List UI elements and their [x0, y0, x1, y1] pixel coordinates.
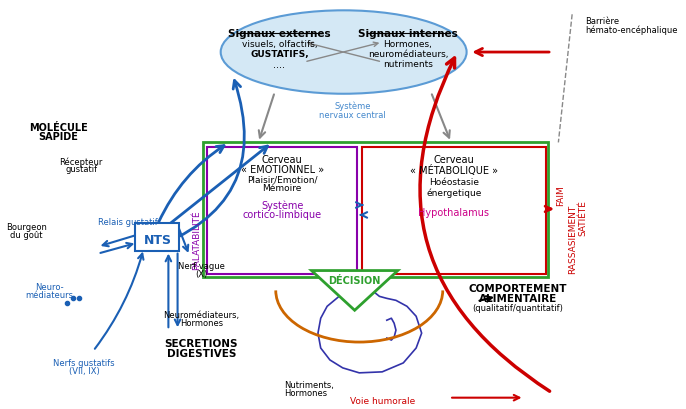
- Text: Hypothalamus: Hypothalamus: [418, 207, 489, 218]
- Text: SECRETIONS: SECRETIONS: [165, 338, 238, 348]
- Text: Nerfs gustatifs: Nerfs gustatifs: [53, 358, 115, 367]
- Text: gustatif: gustatif: [65, 165, 97, 174]
- Text: SATIÉTÉ: SATIÉTÉ: [579, 200, 588, 235]
- Text: « MÉTABOLIQUE »: « MÉTABOLIQUE »: [410, 165, 498, 176]
- Text: Hoéostasie: Hoéostasie: [429, 178, 479, 187]
- Text: Neuromédiateurs,: Neuromédiateurs,: [163, 310, 239, 319]
- Text: nervaux central: nervaux central: [320, 110, 386, 119]
- Text: Plaisir/Emotion/: Plaisir/Emotion/: [247, 175, 318, 184]
- Text: Nutriments,: Nutriments,: [284, 380, 334, 389]
- Text: RASSASIEMENT: RASSASIEMENT: [567, 204, 577, 274]
- Text: SAPIDE: SAPIDE: [38, 131, 78, 141]
- Text: Cerveau: Cerveau: [434, 155, 474, 165]
- Text: Récepteur: Récepteur: [60, 157, 103, 166]
- Text: MOLÉCULE: MOLÉCULE: [29, 122, 88, 132]
- Text: du goût: du goût: [10, 230, 43, 239]
- Text: Nerf vague: Nerf vague: [178, 261, 225, 270]
- Text: Hormones,: Hormones,: [383, 40, 432, 49]
- Text: cortico-limbique: cortico-limbique: [243, 209, 322, 220]
- Text: (X): (X): [196, 269, 208, 278]
- Text: FAIM: FAIM: [556, 185, 566, 205]
- Text: Neuro-: Neuro-: [35, 283, 63, 292]
- Text: Relais gustatif: Relais gustatif: [98, 217, 158, 226]
- Text: médiateurs: médiateurs: [25, 291, 73, 300]
- Text: COMPORTEMENT: COMPORTEMENT: [469, 284, 567, 294]
- Ellipse shape: [221, 11, 466, 94]
- Text: visuels, olfactifs,: visuels, olfactifs,: [241, 40, 317, 49]
- Text: GUSTATIFS,: GUSTATIFS,: [250, 50, 309, 59]
- Text: nutriments: nutriments: [383, 60, 433, 69]
- Text: Mémoire: Mémoire: [263, 184, 302, 193]
- Text: DIGESTIVES: DIGESTIVES: [167, 348, 236, 358]
- Text: Hormones: Hormones: [180, 319, 223, 328]
- Text: ....: ....: [274, 60, 285, 70]
- Text: DÉCISION: DÉCISION: [329, 275, 381, 285]
- Text: (VII, IX): (VII, IX): [69, 366, 99, 375]
- Text: neuromédiateurs,: neuromédiateurs,: [368, 50, 448, 59]
- Text: Barrière: Barrière: [585, 17, 619, 26]
- Text: PALATABILITÉ: PALATABILITÉ: [192, 209, 201, 269]
- Text: ALIMENTAIRE: ALIMENTAIRE: [479, 294, 557, 303]
- Text: Signaux externes: Signaux externes: [228, 29, 331, 39]
- Text: Système: Système: [261, 200, 303, 210]
- Text: « EMOTIONNEL »: « EMOTIONNEL »: [241, 165, 324, 175]
- Text: hémato-encéphalique: hémato-encéphalique: [585, 25, 678, 35]
- Text: Voie humorale: Voie humorale: [350, 396, 415, 405]
- Polygon shape: [311, 271, 398, 310]
- FancyBboxPatch shape: [135, 223, 180, 251]
- Text: Bourgeon: Bourgeon: [5, 222, 47, 231]
- Text: Système: Système: [335, 101, 371, 111]
- Text: NTS: NTS: [143, 234, 172, 247]
- Text: Hormones: Hormones: [284, 388, 327, 397]
- Text: (qualitatif/quantitatif): (qualitatif/quantitatif): [473, 303, 563, 312]
- Text: énergetique: énergetique: [426, 188, 482, 197]
- Text: Cerveau: Cerveau: [262, 155, 303, 165]
- Text: Signaux internes: Signaux internes: [358, 29, 458, 39]
